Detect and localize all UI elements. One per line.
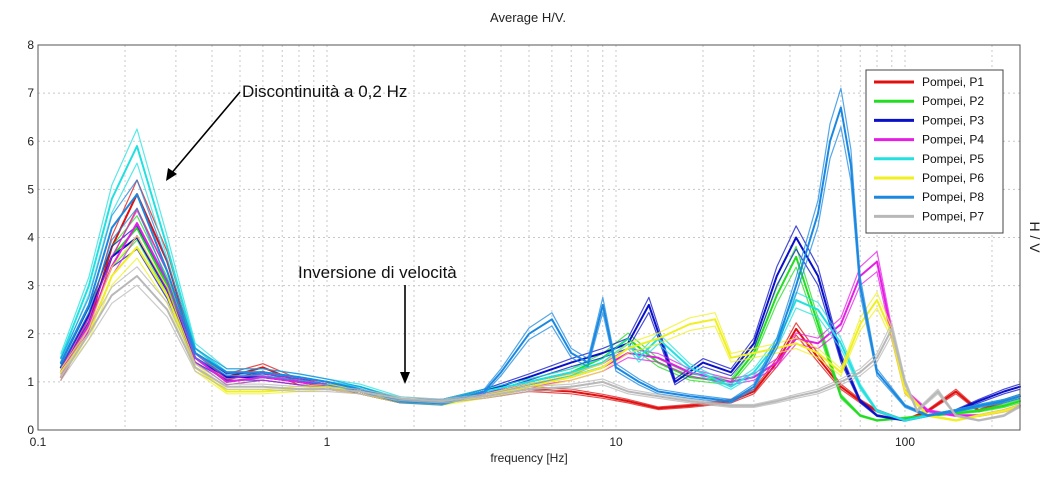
series-group — [59, 87, 1021, 422]
x-tick-label: 100 — [895, 435, 915, 449]
y-tick-label: 5 — [27, 182, 34, 196]
x-tick-label: 10 — [609, 435, 623, 449]
legend-label: Pompei, P5 — [922, 152, 984, 166]
x-tick-label: 0.1 — [30, 435, 47, 449]
chart-title: Average H/V. — [490, 10, 566, 25]
series-line — [60, 239, 1021, 422]
series-line — [60, 248, 1021, 422]
series-line — [60, 266, 1021, 421]
series-line — [59, 236, 1021, 422]
series-pompei-p8 — [59, 87, 1021, 417]
y-tick-label: 0 — [27, 423, 34, 437]
series-line — [60, 128, 1021, 421]
annotations: Discontinuità a 0,2 Hz Inversione di vel… — [166, 82, 457, 384]
x-axis-label: frequency [Hz] — [490, 451, 567, 465]
legend-label: Pompei, P3 — [922, 113, 984, 127]
y-tick-label: 3 — [27, 279, 34, 293]
legend-label: Pompei, P7 — [922, 209, 984, 223]
series-line — [60, 257, 1021, 422]
legend-label: Pompei, P8 — [922, 190, 984, 204]
axis-ticks: 0 1 2 3 4 5 6 7 8 0.1 1 10 100 — [27, 38, 915, 449]
annotation-velocity-inversion: Inversione di velocità — [298, 263, 457, 282]
legend-label: Pompei, P4 — [922, 133, 984, 147]
series-line — [59, 275, 1021, 422]
annotation-discontinuity: Discontinuità a 0,2 Hz — [242, 82, 407, 101]
legend-box — [865, 69, 1004, 234]
y-tick-label: 2 — [27, 327, 34, 341]
legend-label: Pompei, P1 — [922, 75, 984, 89]
y-tick-label: 1 — [27, 375, 34, 389]
annotation-arrowhead-velocity-inversion — [400, 372, 410, 384]
series-line — [60, 284, 1021, 422]
legend-label: Pompei, P6 — [922, 171, 984, 185]
series-line — [59, 106, 1021, 417]
annotation-arrowhead-discontinuity — [166, 168, 177, 181]
series-pompei-p7 — [59, 266, 1021, 422]
x-tick-label: 1 — [324, 435, 331, 449]
y-axis-label: H / V — [1027, 221, 1043, 253]
y-tick-label: 4 — [27, 231, 34, 245]
y-tick-label: 8 — [27, 38, 34, 52]
plot-frame — [37, 44, 1021, 431]
y-tick-label: 6 — [27, 134, 34, 148]
series-pompei-p6 — [59, 235, 1021, 422]
legend-label: Pompei, P2 — [922, 94, 984, 108]
series-line — [60, 126, 1021, 417]
legend: Pompei, P1 Pompei, P2 Pompei, P3 Pompei, P4… — [865, 69, 1004, 234]
series-line — [60, 87, 1021, 416]
annotation-arrow-discontinuity — [169, 91, 241, 176]
y-tick-label: 7 — [27, 86, 34, 100]
